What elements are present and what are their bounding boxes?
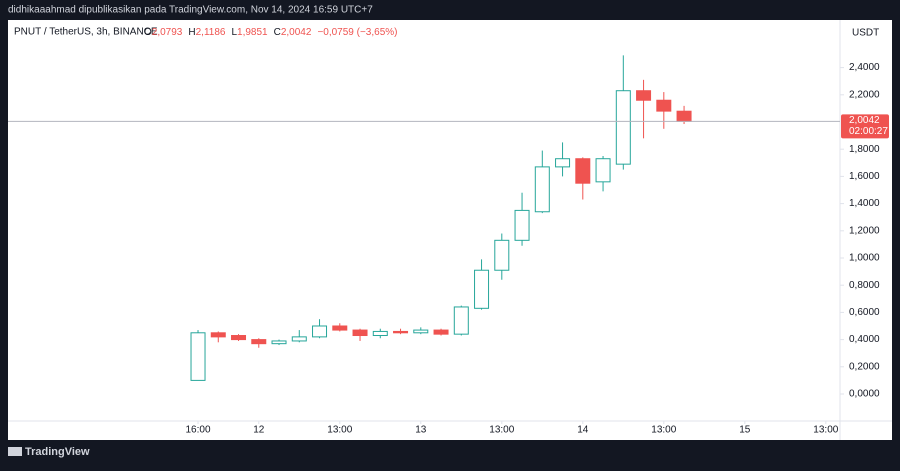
candle-body <box>393 330 409 334</box>
candle-body <box>231 335 247 341</box>
price-label: 2,0042 <box>849 115 880 126</box>
candle-body <box>534 166 550 213</box>
ohlc-legend: O2,0793 H2,1186 L1,9851 C2,0042 −0,0759 (−3,… <box>144 27 398 38</box>
candle-body <box>453 306 469 335</box>
candle-body <box>494 239 510 271</box>
y-tick-label: 0,6000 <box>849 307 880 318</box>
y-tick-label: 2,2000 <box>849 89 880 100</box>
symbol: PNUT / TetherUS, 3h, BINANCE <box>14 27 158 38</box>
price-label-box <box>841 114 889 139</box>
currency: USDT <box>852 28 879 39</box>
candle-body <box>413 329 429 334</box>
y-tick-label: 0,8000 <box>849 280 880 291</box>
y-tick-label: 1,2000 <box>849 225 880 236</box>
x-tick-label: 13 <box>415 425 427 436</box>
candle-body <box>615 90 631 165</box>
x-tick-label: 16:00 <box>186 425 211 436</box>
y-tick-label: 0,4000 <box>849 334 880 345</box>
candle-body <box>210 332 226 338</box>
candle-body <box>352 329 368 337</box>
candle-body <box>312 325 328 338</box>
brand: TradingView <box>25 446 90 458</box>
ohlc-key: O <box>144 27 152 38</box>
publisher: didhikaaahmad dipublikasikan pada Tradin… <box>8 5 373 16</box>
candle-body <box>271 340 287 345</box>
x-tick-label: 12 <box>253 425 265 436</box>
x-tick-label: 13:00 <box>651 425 676 436</box>
candle-body <box>372 330 388 337</box>
ohlc-value: 2,1186 <box>196 27 226 38</box>
y-tick-label: 2,4000 <box>849 62 880 73</box>
ohlc-key: H <box>188 27 195 38</box>
x-tick-label: 13:00 <box>327 425 352 436</box>
x-tick-label: 13:00 <box>813 425 838 436</box>
y-tick-label: 1,8000 <box>849 144 880 155</box>
change: −0,0759 (−3,65%) <box>317 27 397 38</box>
y-tick-label: 1,4000 <box>849 198 880 209</box>
ohlc-value: 1,9851 <box>237 27 268 38</box>
candle-body <box>555 158 571 168</box>
candle-body <box>332 325 348 331</box>
ohlc-key: C <box>274 27 281 38</box>
candle-body <box>433 329 449 335</box>
candle-body <box>676 110 692 122</box>
ohlc-key: L <box>231 27 237 38</box>
x-tick-label: 15 <box>739 425 751 436</box>
candle-body <box>636 90 652 101</box>
candle-body <box>656 99 672 112</box>
candle-body <box>575 158 591 184</box>
countdown: 02:00:27 <box>849 126 888 137</box>
y-tick-label: 0,2000 <box>849 361 880 372</box>
y-tick-label: 1,0000 <box>849 253 880 264</box>
candle-body <box>595 158 611 183</box>
brand-logo: TradingView <box>8 446 90 458</box>
candle-body <box>251 339 267 345</box>
candle-body <box>190 332 206 381</box>
x-tick-label: 13:00 <box>489 425 514 436</box>
chart-area <box>8 20 892 440</box>
x-tick-label: 14 <box>577 425 589 436</box>
y-tick-label: 0,0000 <box>849 389 880 400</box>
candle-body <box>474 269 490 309</box>
candle-body <box>291 336 307 342</box>
candle-body <box>514 209 530 241</box>
ohlc-value: 2,0042 <box>281 27 312 38</box>
ohlc-value: 2,0793 <box>152 27 183 38</box>
y-tick-label: 1,6000 <box>849 171 880 182</box>
